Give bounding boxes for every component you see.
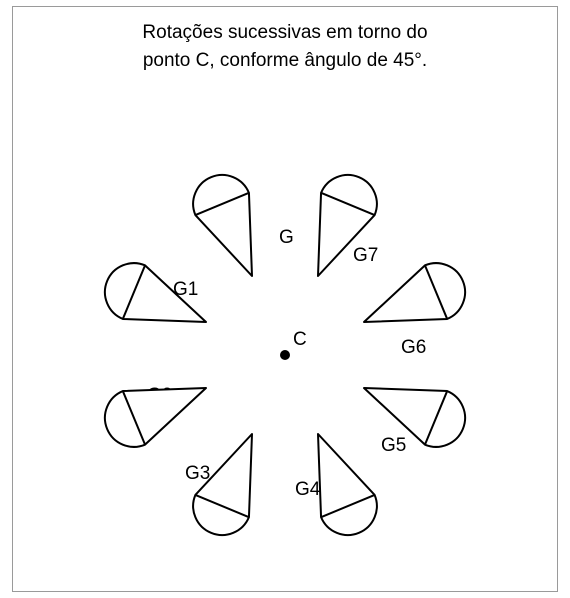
cone-shape-icon [252,274,253,275]
diagram-frame [12,6,558,592]
shape-label: G [279,227,294,249]
shape-label: G4 [295,479,320,501]
center-label: C [293,329,307,351]
cone-shape-icon [364,388,365,389]
shape-label: G6 [401,337,426,359]
cone-shape-icon [205,321,206,322]
cone-shape-icon [318,275,319,276]
title-line-1: Rotações sucessivas em torno do [0,22,570,44]
cone-shape-icon [364,322,365,323]
center-point-icon [280,350,290,360]
cone-shape-icon [251,434,252,435]
cone-shape-icon [317,434,318,435]
shape-label: G7 [353,245,378,267]
title-line-2: ponto C, conforme ângulo de 45°. [0,50,570,72]
shape-label: G5 [381,435,406,457]
cone-shape-icon [204,387,205,388]
